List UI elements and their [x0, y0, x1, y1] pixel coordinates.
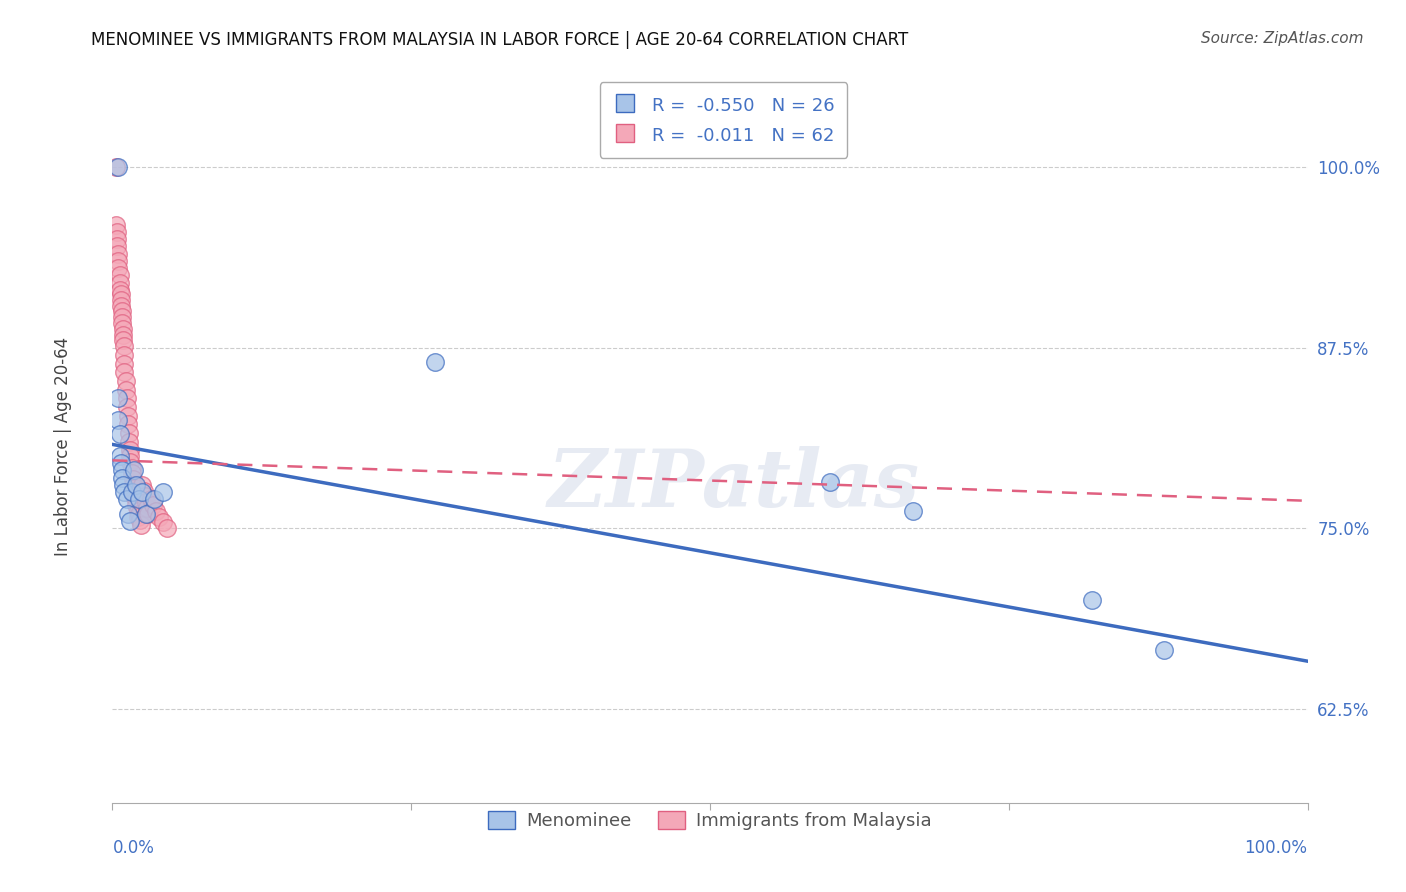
Point: [124, 486, 146, 500]
Point: [118, 425, 141, 440]
Point: [1081, 593, 1104, 607]
Point: [107, 254, 129, 268]
Text: MENOMINEE VS IMMIGRANTS FROM MALAYSIA IN LABOR FORCE | AGE 20-64 CORRELATION CHA: MENOMINEE VS IMMIGRANTS FROM MALAYSIA IN…: [91, 31, 908, 49]
Point: [132, 483, 155, 498]
Point: [121, 460, 143, 475]
Point: [131, 478, 153, 492]
Point: [114, 485, 135, 500]
Point: [122, 490, 145, 504]
Point: [117, 417, 139, 432]
Point: [128, 492, 150, 507]
Point: [128, 507, 150, 521]
Point: [125, 498, 148, 512]
Point: [129, 518, 152, 533]
Point: [111, 471, 134, 485]
Point: [903, 504, 925, 518]
Point: [110, 293, 132, 307]
Point: [108, 283, 131, 297]
Point: [152, 485, 174, 500]
Point: [148, 509, 170, 524]
Point: [115, 492, 138, 507]
Point: [120, 443, 142, 458]
Point: [110, 456, 132, 470]
Point: [112, 322, 135, 336]
Point: [129, 512, 152, 526]
Point: [105, 218, 128, 232]
Point: [121, 467, 143, 481]
Point: [136, 501, 159, 516]
Text: Source: ZipAtlas.com: Source: ZipAtlas.com: [1201, 31, 1364, 46]
Point: [135, 495, 157, 509]
Point: [142, 498, 165, 512]
Point: [127, 509, 149, 524]
Point: [105, 225, 128, 239]
Point: [114, 374, 136, 388]
Point: [127, 504, 149, 518]
Point: [139, 492, 162, 507]
Point: [121, 478, 143, 492]
Point: [135, 507, 157, 521]
Point: [120, 455, 142, 469]
Point: [111, 304, 134, 318]
Point: [110, 299, 132, 313]
Point: [125, 478, 148, 492]
Text: 0.0%: 0.0%: [112, 839, 155, 857]
Point: [122, 483, 145, 498]
Point: [108, 427, 131, 442]
Point: [124, 481, 146, 495]
Point: [125, 492, 148, 507]
Text: ZIPatlas: ZIPatlas: [548, 446, 920, 524]
Point: [115, 400, 138, 414]
Point: [107, 261, 129, 276]
Point: [117, 409, 139, 423]
Point: [114, 383, 136, 397]
Point: [111, 310, 134, 325]
Point: [114, 365, 135, 379]
Point: [107, 391, 129, 405]
Point: [108, 268, 131, 283]
Point: [105, 232, 128, 246]
Point: [114, 339, 135, 353]
Point: [134, 490, 156, 504]
Point: [108, 449, 131, 463]
Point: [107, 246, 129, 260]
Point: [107, 160, 129, 174]
Point: [108, 276, 131, 290]
Point: [818, 475, 841, 489]
Point: [105, 239, 128, 253]
Text: 100.0%: 100.0%: [1244, 839, 1308, 857]
Point: [117, 507, 139, 521]
Point: [121, 485, 143, 500]
Point: [112, 478, 135, 492]
Point: [105, 160, 128, 174]
Point: [121, 472, 143, 486]
Point: [112, 327, 135, 342]
Point: [120, 514, 142, 528]
Point: [425, 355, 447, 369]
Point: [1153, 642, 1175, 657]
Point: [118, 434, 141, 449]
Point: [143, 492, 166, 507]
Point: [114, 357, 135, 371]
Point: [114, 348, 135, 362]
Point: [138, 507, 160, 521]
Point: [112, 334, 135, 348]
Point: [122, 463, 145, 477]
Point: [156, 521, 179, 535]
Point: [110, 287, 132, 301]
Point: [111, 463, 134, 477]
Point: [145, 504, 167, 518]
Point: [107, 413, 129, 427]
Text: In Labor Force | Age 20-64: In Labor Force | Age 20-64: [55, 336, 72, 556]
Point: [152, 516, 174, 530]
Legend: Menominee, Immigrants from Malaysia: Menominee, Immigrants from Malaysia: [481, 804, 939, 837]
Point: [115, 391, 138, 405]
Point: [131, 485, 153, 500]
Point: [120, 449, 142, 463]
Point: [111, 316, 134, 330]
